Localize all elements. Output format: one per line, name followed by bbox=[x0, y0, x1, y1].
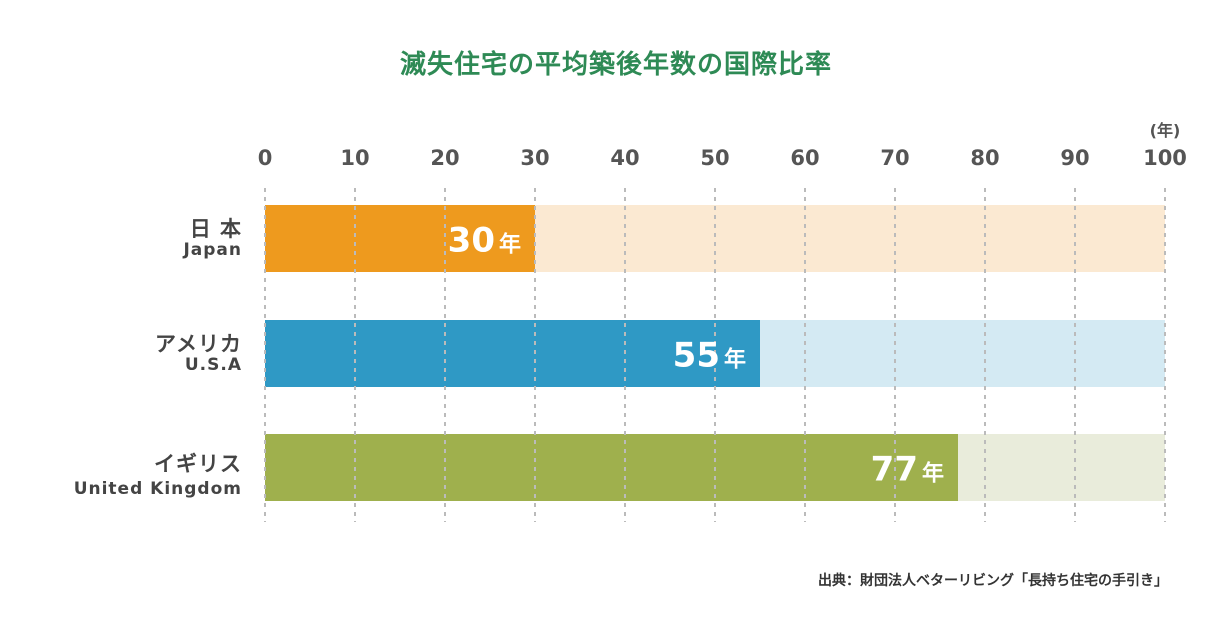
category-sublabel-uk: United Kingdom bbox=[73, 479, 242, 499]
category-label-japan: 日 本 bbox=[189, 217, 242, 241]
x-tick-label: 40 bbox=[610, 146, 639, 170]
x-tick-label: 60 bbox=[790, 146, 819, 170]
bar bbox=[265, 434, 958, 501]
bar-value-label: 77 年 bbox=[871, 450, 944, 490]
source-note: 出典：財団法人ベターリビング「長持ち住宅の手引き」 bbox=[818, 573, 1168, 589]
bar-value-label: 30 年 bbox=[448, 221, 521, 261]
x-axis-unit-label: (年) bbox=[1149, 121, 1181, 140]
x-tick-label: 80 bbox=[970, 146, 999, 170]
x-tick-label: 20 bbox=[430, 146, 459, 170]
category-sublabel-usa: U.S.A bbox=[184, 355, 242, 375]
category-sublabel-japan: Japan bbox=[183, 240, 242, 260]
chart-title: 滅失住宅の平均築後年数の国際比率 bbox=[399, 50, 832, 80]
bar-value-label: 55 年 bbox=[673, 336, 746, 376]
x-tick-label: 30 bbox=[520, 146, 549, 170]
x-tick-label: 70 bbox=[880, 146, 909, 170]
x-tick-label: 0 bbox=[258, 146, 273, 170]
x-tick-label: 90 bbox=[1060, 146, 1089, 170]
bar bbox=[265, 320, 760, 387]
x-tick-label: 100 bbox=[1143, 146, 1187, 170]
x-tick-label: 50 bbox=[700, 146, 729, 170]
x-tick-label: 10 bbox=[340, 146, 369, 170]
category-label-usa: アメリカ bbox=[155, 332, 242, 356]
bar bbox=[265, 205, 535, 272]
category-label-uk: イギリス bbox=[154, 452, 242, 476]
